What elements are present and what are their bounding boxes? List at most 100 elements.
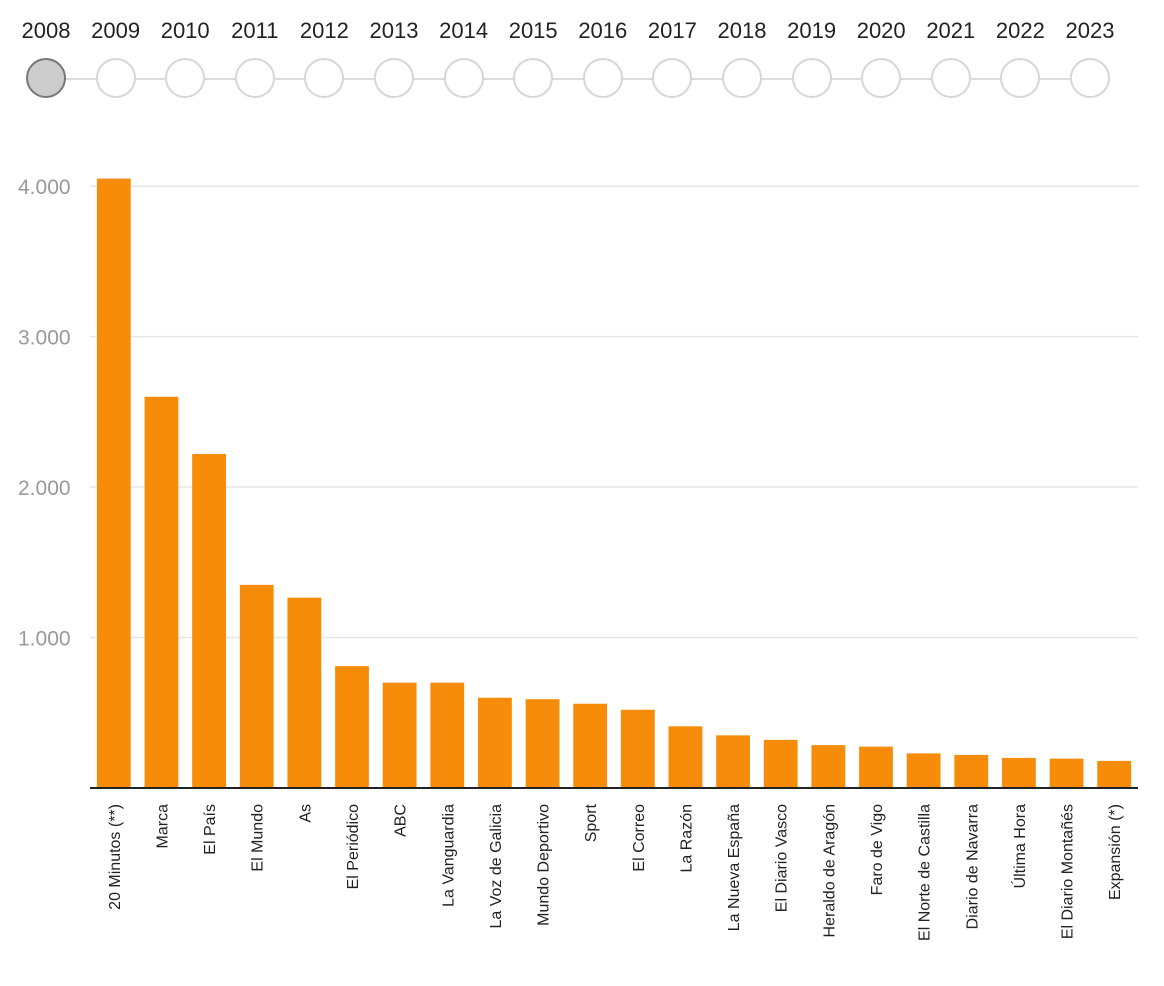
timeline-year-label: 2012 [299, 18, 349, 43]
timeline-year-label: 2014 [439, 18, 489, 43]
timeline-step-2013[interactable]: 2013 [359, 14, 429, 98]
timeline-dot[interactable] [861, 58, 902, 98]
y-axis-ticks: 1.000 2.000 3.000 4.000 [18, 176, 71, 650]
timeline-step-2017[interactable]: 2017 [637, 14, 707, 98]
category-label: Diario de Navarra [964, 804, 981, 929]
timeline-year-label: 2019 [787, 18, 837, 43]
category-label: La Voz de Galicia [488, 804, 505, 929]
timeline-step-2015[interactable]: 2015 [498, 14, 568, 98]
bar[interactable] [192, 453, 227, 788]
timeline-dot[interactable] [234, 58, 275, 98]
timeline-step-2019[interactable]: 2019 [777, 14, 847, 98]
bars [96, 178, 1132, 789]
bar[interactable] [239, 584, 274, 788]
timeline-dot[interactable] [582, 58, 623, 98]
timeline-dot[interactable] [652, 58, 693, 98]
category-label: El Norte de Castilla [917, 804, 934, 941]
timeline-year-label: 2021 [926, 18, 976, 43]
timeline-step-2010[interactable]: 2010 [150, 14, 220, 98]
timeline-step-2021[interactable]: 2021 [916, 14, 986, 98]
timeline-dot[interactable] [1070, 58, 1110, 98]
year-timeline: 2008 2009 2010 2011 2012 2013 2014 2015 2016 2017… [0, 0, 1164, 110]
timeline-step-2011[interactable]: 2011 [220, 14, 290, 98]
category-label: El Diario Montañés [1060, 804, 1077, 939]
bar[interactable] [1097, 760, 1132, 788]
timeline-year-label: 2010 [160, 18, 210, 43]
category-label: Última Hora [1010, 804, 1029, 889]
bar[interactable] [382, 682, 417, 788]
timeline-step-2022[interactable]: 2022 [985, 14, 1055, 98]
y-tick-label: 4.000 [18, 176, 71, 199]
bar[interactable] [335, 666, 369, 788]
category-label: ABC [393, 804, 410, 837]
timeline-step-2016[interactable]: 2016 [568, 14, 638, 98]
category-label: 20 Minutos (**) [107, 804, 124, 910]
timeline-dot[interactable] [26, 58, 66, 98]
y-tick-label: 1.000 [18, 628, 71, 651]
bar[interactable] [573, 703, 608, 788]
timeline-step-2018[interactable]: 2018 [707, 14, 777, 98]
timeline-dot[interactable] [513, 58, 554, 98]
category-label: La Razón [678, 804, 695, 873]
timeline-step-2012[interactable]: 2012 [289, 14, 359, 98]
category-label: Faro de Vigo [869, 804, 886, 895]
bar[interactable] [477, 697, 512, 788]
category-label: Mundo Deportivo [536, 804, 553, 926]
gridlines [90, 185, 1138, 639]
timeline-dot[interactable] [443, 58, 484, 98]
bar[interactable] [525, 699, 560, 788]
category-label: Expansión (*) [1107, 804, 1124, 900]
timeline-step-2023[interactable]: 2023 [1055, 14, 1125, 98]
timeline-step-2008[interactable]: 2008 [11, 14, 81, 98]
bar[interactable] [763, 739, 798, 788]
category-label: El Periódico [345, 804, 362, 889]
bar[interactable] [144, 396, 179, 788]
timeline-dot[interactable] [722, 58, 762, 98]
timeline-dot[interactable] [374, 58, 414, 98]
bar[interactable] [1001, 757, 1036, 788]
timeline-year-label: 2016 [578, 18, 628, 43]
timeline-dot[interactable] [95, 58, 136, 98]
category-label: Sport [583, 803, 600, 842]
timeline-year-label: 2017 [647, 18, 697, 43]
timeline-dot[interactable] [304, 58, 345, 98]
timeline-year-label: 2011 [231, 18, 279, 43]
bar[interactable] [430, 682, 465, 788]
bar[interactable] [906, 753, 941, 788]
category-label: El País [202, 804, 219, 855]
bar[interactable] [668, 726, 703, 788]
timeline-step-2020[interactable]: 2020 [846, 14, 916, 98]
timeline-dot[interactable] [791, 58, 832, 98]
category-label: El Correo [631, 804, 648, 872]
x-axis-categories: 20 Minutos (**) Marca El País El Mundo As El … [107, 803, 1124, 941]
category-label: As [297, 804, 314, 823]
timeline-year-label: 2013 [369, 18, 419, 43]
timeline-year-label: 2020 [856, 18, 906, 43]
bar[interactable] [811, 745, 846, 788]
timeline-year-label: 2018 [717, 18, 767, 43]
category-label: La Vanguardia [440, 804, 457, 907]
timeline-track [46, 78, 1090, 80]
category-label: El Diario Vasco [774, 804, 791, 912]
bar[interactable] [716, 735, 751, 788]
category-label: La Nueva España [726, 804, 743, 931]
bar[interactable] [954, 754, 989, 788]
category-label: Heraldo de Aragón [821, 804, 838, 937]
bar[interactable] [287, 597, 322, 788]
timeline-dot[interactable] [930, 58, 971, 98]
y-tick-label: 3.000 [18, 327, 71, 350]
timeline-dot[interactable] [1000, 58, 1041, 98]
timeline-step-2009[interactable]: 2009 [81, 14, 151, 98]
bar[interactable] [620, 709, 655, 788]
timeline-step-2014[interactable]: 2014 [429, 14, 499, 98]
timeline-dot[interactable] [165, 58, 206, 98]
category-label: Marca [154, 804, 171, 849]
category-label: El Mundo [250, 804, 267, 872]
timeline-year-label: 2023 [1065, 18, 1115, 43]
timeline-year-label: 2022 [995, 18, 1045, 43]
bar[interactable] [859, 746, 893, 788]
bar[interactable] [1049, 758, 1084, 788]
bar[interactable] [96, 178, 131, 789]
timeline-year-label: 2015 [508, 18, 558, 43]
